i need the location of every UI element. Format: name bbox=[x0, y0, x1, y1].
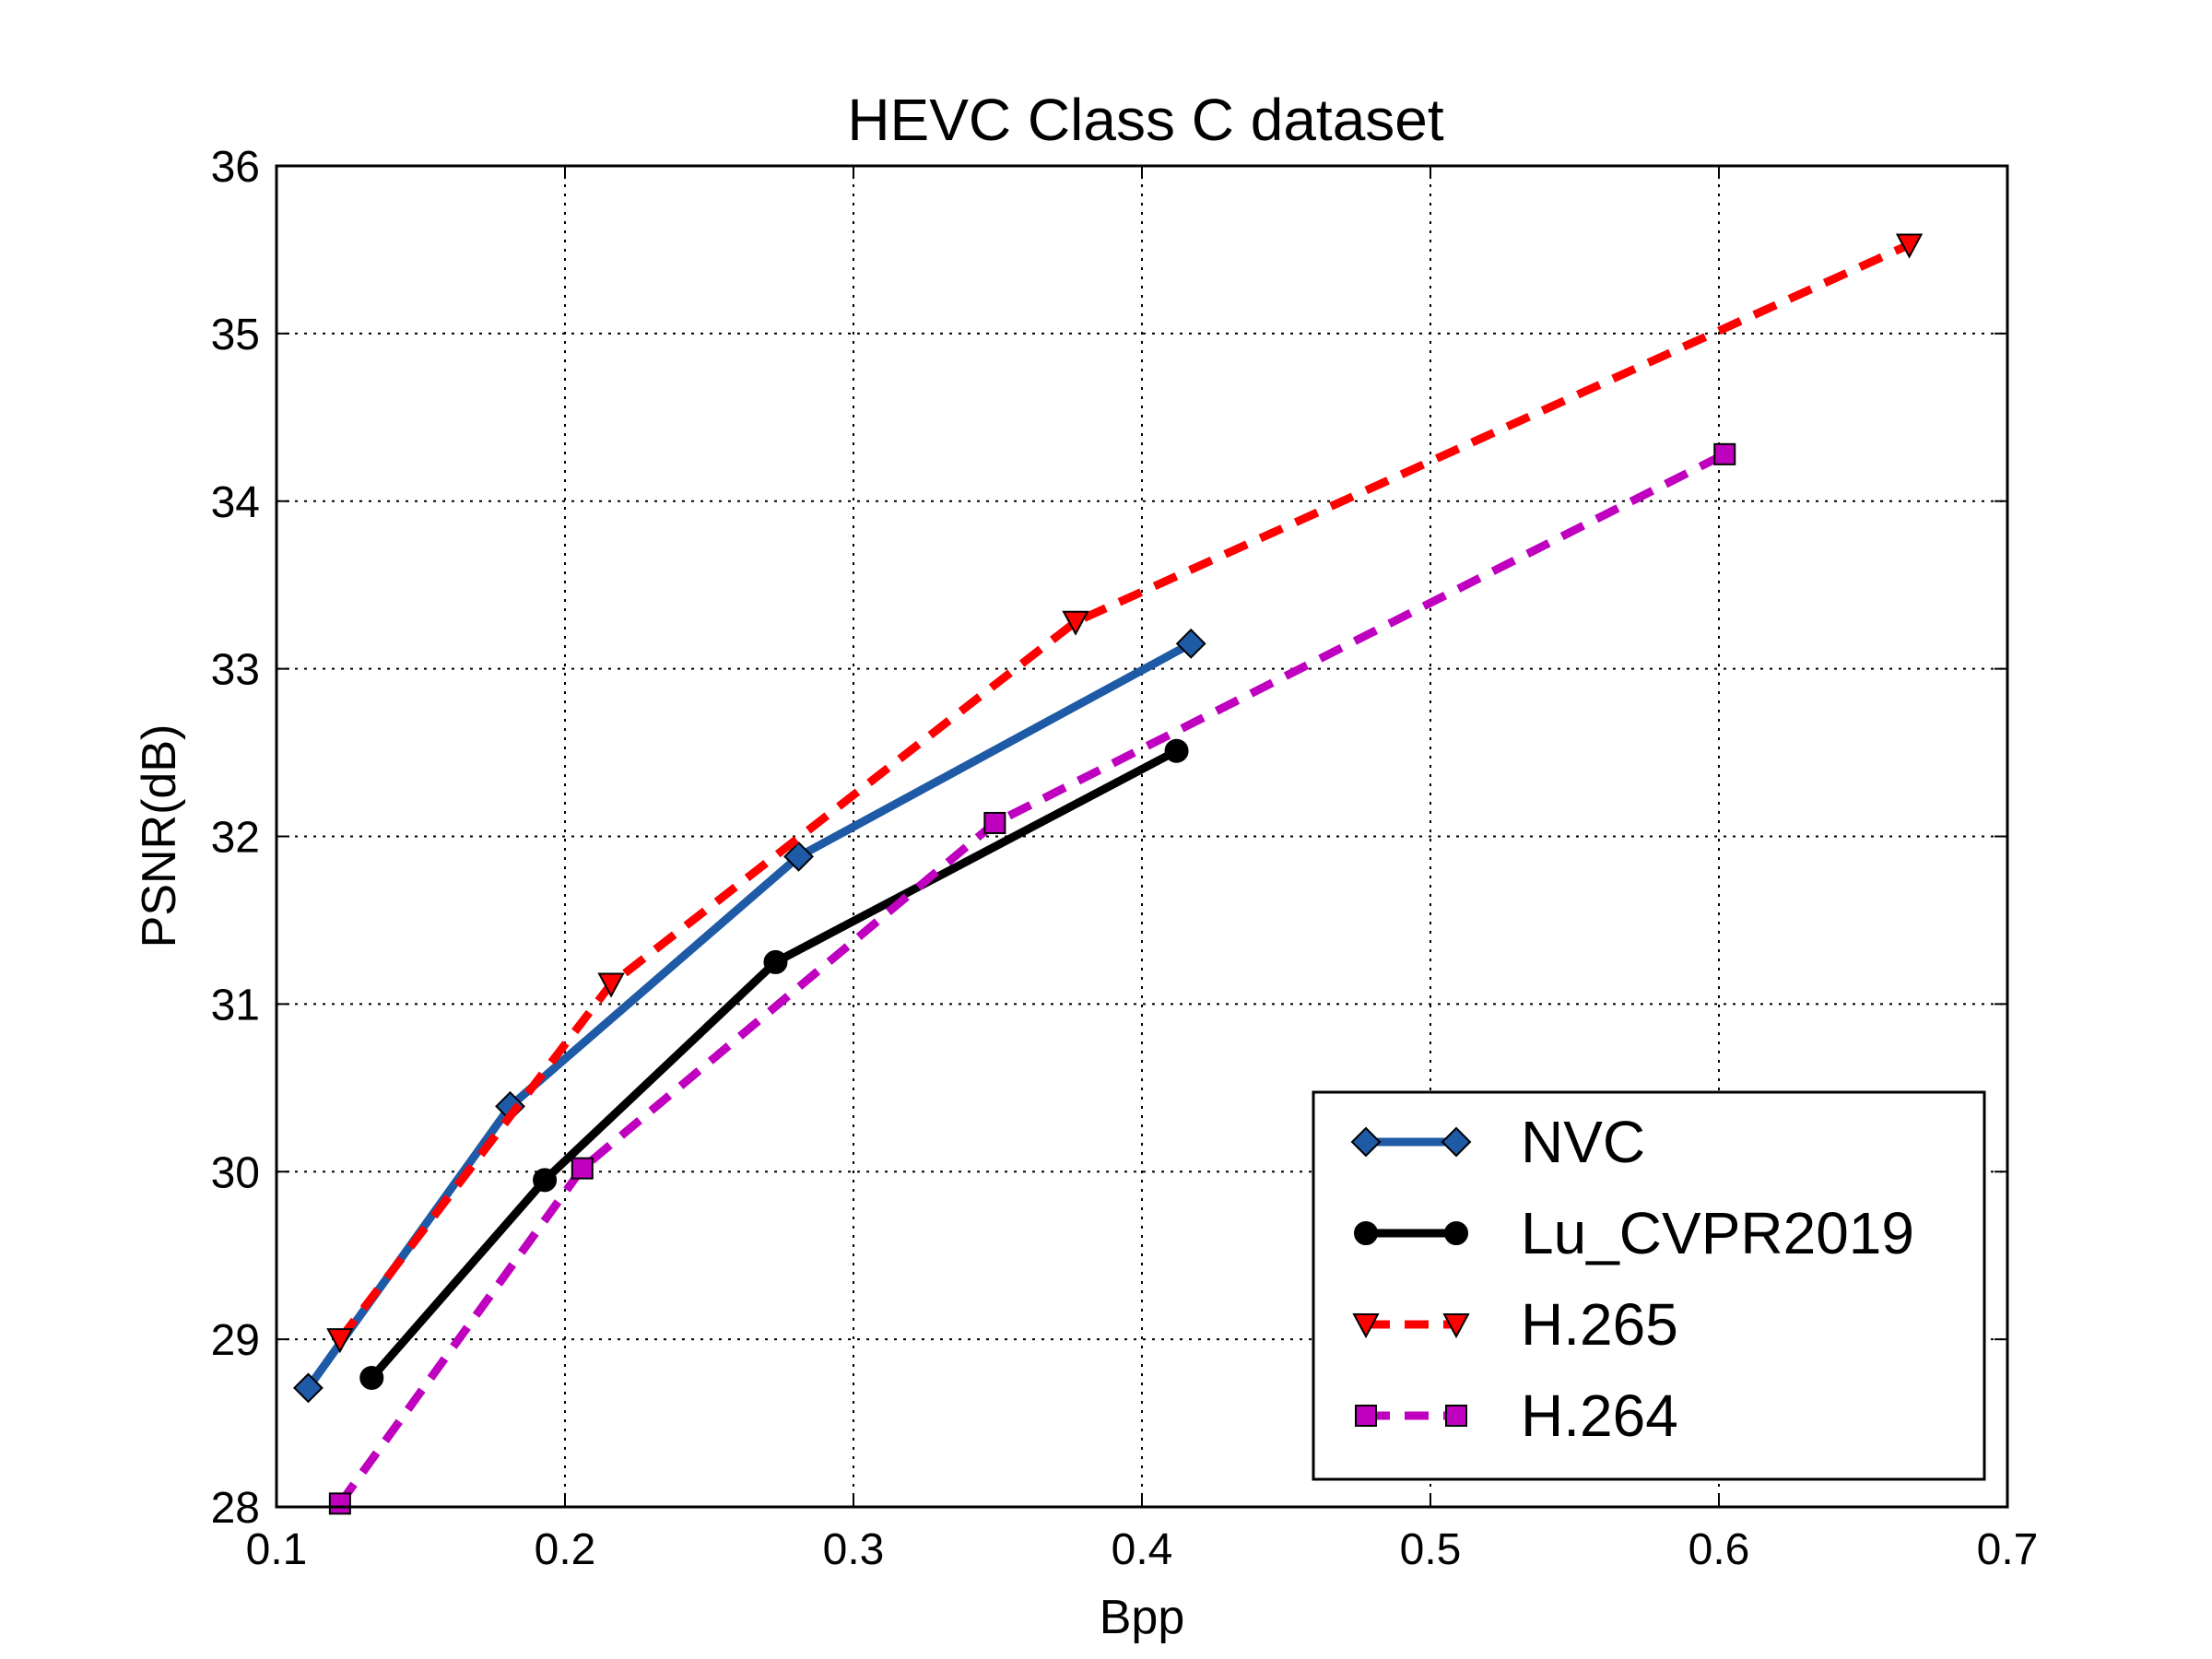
data-point bbox=[783, 841, 814, 872]
data-point bbox=[293, 1372, 324, 1404]
x-tick-label: 0.6 bbox=[1688, 1525, 1750, 1574]
legend-entry: NVC bbox=[1350, 1109, 1645, 1175]
y-tick-label: 30 bbox=[211, 1148, 260, 1197]
legend-marker bbox=[1355, 1405, 1377, 1427]
plot-series bbox=[293, 233, 1924, 1515]
legend-marker bbox=[1441, 1126, 1472, 1158]
series-line bbox=[304, 640, 1194, 1391]
x-tick-label: 0.5 bbox=[1400, 1525, 1462, 1574]
data-point bbox=[328, 1492, 351, 1515]
chart-title: HEVC Class C dataset bbox=[847, 87, 1444, 153]
y-tick-label: 35 bbox=[211, 311, 260, 359]
y-tick-label: 36 bbox=[211, 143, 260, 192]
legend-marker bbox=[1442, 1313, 1470, 1339]
y-tick-label: 28 bbox=[211, 1484, 260, 1533]
data-point bbox=[1713, 442, 1736, 465]
x-tick-label: 0.3 bbox=[823, 1525, 885, 1574]
legend: NVC Lu_CVPR2019 H.265 H.264 bbox=[1312, 1090, 1986, 1481]
x-tick-label: 0.1 bbox=[246, 1525, 308, 1574]
data-point bbox=[533, 1168, 558, 1193]
x-tick-label: 0.4 bbox=[1112, 1525, 1173, 1574]
series-line bbox=[368, 747, 1179, 1381]
legend-label: H.264 bbox=[1521, 1382, 1678, 1449]
axis-ticks: 0.1 0.2 0.3 0.4 0.5 0.6 0.7 28 29 30 31 32 33 34 35 36 bbox=[211, 143, 2039, 1574]
x-axis-label: Bpp bbox=[1100, 1591, 1185, 1644]
legend-entry: Lu_CVPR2019 bbox=[1354, 1200, 1914, 1266]
legend-label: NVC bbox=[1521, 1109, 1645, 1175]
legend-label: H.265 bbox=[1521, 1291, 1678, 1358]
data-point bbox=[326, 1328, 354, 1354]
series-Lu_CVPR2019 bbox=[359, 738, 1189, 1390]
series-H.264 bbox=[328, 442, 1736, 1515]
series-line bbox=[336, 450, 1727, 1506]
y-tick-label: 31 bbox=[211, 981, 260, 1030]
y-tick-label: 32 bbox=[211, 814, 260, 863]
data-point bbox=[763, 949, 788, 974]
data-point bbox=[983, 811, 1006, 834]
legend-marker bbox=[1445, 1405, 1467, 1427]
data-point bbox=[1164, 738, 1189, 763]
legend-label: Lu_CVPR2019 bbox=[1521, 1200, 1914, 1266]
y-tick-label: 29 bbox=[211, 1316, 260, 1365]
data-point bbox=[1175, 628, 1206, 659]
legend-entry: H.264 bbox=[1355, 1382, 1678, 1449]
legend-marker bbox=[1354, 1221, 1378, 1245]
data-point bbox=[1062, 610, 1089, 636]
y-axis-label: PSNR(dB) bbox=[133, 724, 186, 948]
data-point bbox=[1895, 233, 1924, 259]
data-point bbox=[597, 972, 625, 998]
legend-entry: H.265 bbox=[1352, 1291, 1678, 1358]
data-point bbox=[571, 1157, 594, 1180]
legend-marker bbox=[1352, 1313, 1380, 1339]
y-tick-label: 33 bbox=[211, 646, 260, 695]
y-tick-label: 34 bbox=[211, 478, 260, 527]
legend-marker bbox=[1444, 1221, 1468, 1245]
data-point bbox=[359, 1365, 384, 1390]
series-line bbox=[336, 241, 1912, 1342]
x-tick-label: 0.7 bbox=[1977, 1525, 2039, 1574]
series-H.265 bbox=[326, 233, 1924, 1354]
legend-marker bbox=[1350, 1126, 1382, 1158]
x-tick-label: 0.2 bbox=[535, 1525, 596, 1574]
